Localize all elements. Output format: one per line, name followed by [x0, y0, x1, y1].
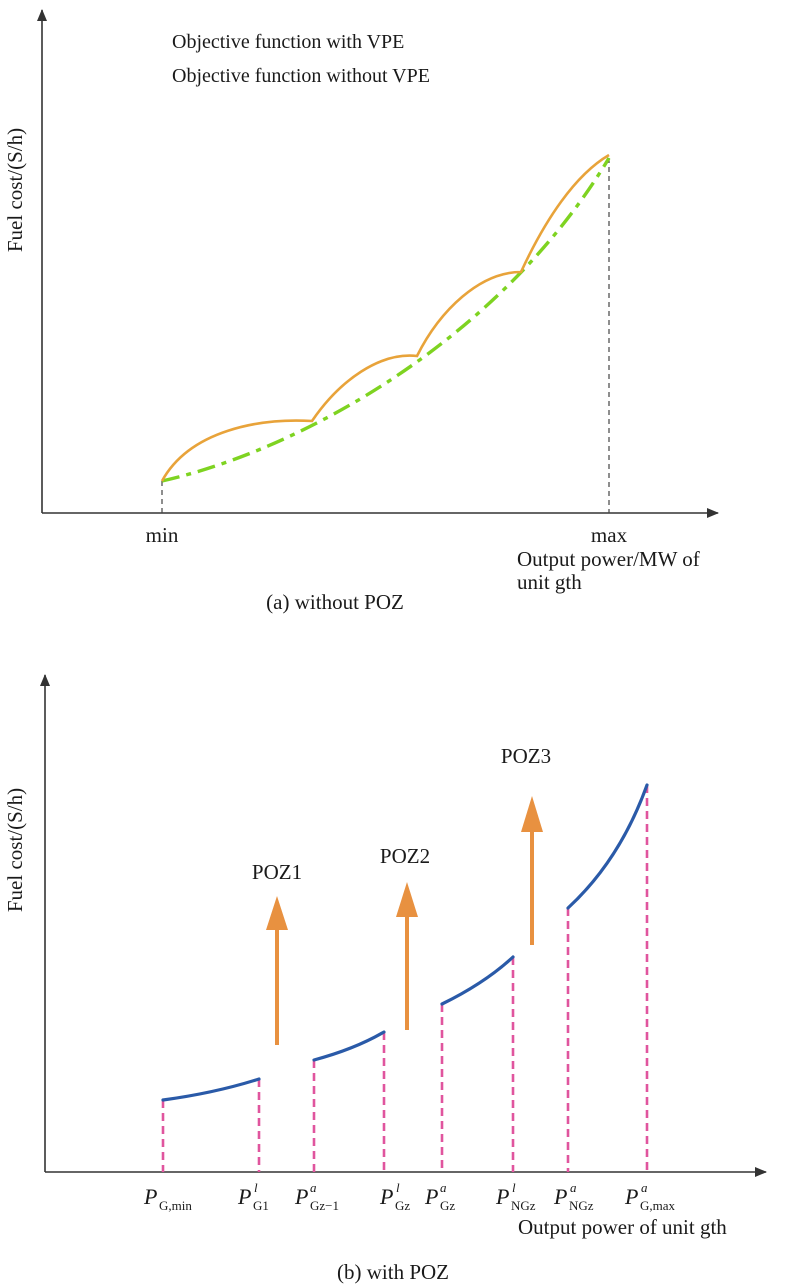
svg-text:a: a [310, 1180, 317, 1195]
tick-p-g1-low: P l G1 [237, 1180, 269, 1213]
svg-text:G,max: G,max [640, 1198, 676, 1213]
svg-text:G,min: G,min [159, 1198, 192, 1213]
cost-segment-1 [161, 1077, 261, 1102]
svg-text:Gz: Gz [395, 1198, 410, 1213]
svg-text:P: P [624, 1184, 638, 1209]
svg-text:P: P [294, 1184, 308, 1209]
svg-text:l: l [512, 1180, 516, 1195]
cost-segment-4 [566, 783, 649, 910]
poz3-label: POZ3 [501, 744, 551, 768]
tick-p-gz-low: P l Gz [379, 1180, 410, 1213]
svg-text:Gz−1: Gz−1 [310, 1198, 339, 1213]
panel-a-xlabel-line2: unit gth [517, 570, 582, 594]
svg-text:P: P [143, 1184, 157, 1209]
svg-text:Gz: Gz [440, 1198, 455, 1213]
tick-p-g-min: P G,min [143, 1184, 192, 1213]
tick-p-gz-1-up: P a Gz−1 [294, 1180, 339, 1213]
svg-text:G1: G1 [253, 1198, 269, 1213]
svg-text:l: l [254, 1180, 258, 1195]
svg-text:P: P [495, 1184, 509, 1209]
svg-text:a: a [570, 1180, 577, 1195]
svg-text:l: l [396, 1180, 400, 1195]
tick-max: max [591, 523, 628, 547]
svg-text:P: P [379, 1184, 393, 1209]
tick-p-ngz-up: P a NGz [553, 1180, 594, 1213]
poz1-label: POZ1 [252, 860, 302, 884]
svg-text:NGz: NGz [511, 1198, 536, 1213]
poz2-label: POZ2 [380, 844, 430, 868]
tick-p-ngz-low: P l NGz [495, 1180, 536, 1213]
cost-segment-2 [312, 1030, 386, 1062]
svg-text:P: P [237, 1184, 251, 1209]
curve-with-vpe [160, 153, 610, 482]
panel-b-caption: (b) with POZ [337, 1260, 449, 1284]
tick-p-gz-up: P a Gz [424, 1180, 455, 1213]
poz2-arrow [396, 882, 418, 1030]
legend-no-vpe: Objective function without VPE [172, 65, 430, 87]
panel-a: Fuel cost/(S/h) Objective function with … [3, 9, 719, 614]
tick-p-g-max: P a G,max [624, 1180, 676, 1213]
panel-b-ylabel: Fuel cost/(S/h) [3, 788, 27, 912]
tick-min: min [146, 523, 179, 547]
svg-text:P: P [553, 1184, 567, 1209]
svg-text:a: a [440, 1180, 447, 1195]
svg-text:P: P [424, 1184, 438, 1209]
poz3-arrow [521, 796, 543, 945]
legend-vpe: Objective function with VPE [172, 31, 404, 53]
poz1-arrow [266, 896, 288, 1045]
panel-a-xlabel-line1: Output power/MW of [517, 547, 700, 571]
panel-b: Fuel cost/(S/h) POZ1 POZ2 POZ3 [3, 674, 767, 1284]
panel-a-ylabel: Fuel cost/(S/h) [3, 128, 27, 252]
panel-b-xlabel: Output power of unit gth [518, 1215, 727, 1239]
svg-text:NGz: NGz [569, 1198, 594, 1213]
curve-without-vpe [161, 157, 611, 483]
cost-segment-3 [440, 955, 515, 1006]
svg-text:a: a [641, 1180, 648, 1195]
panel-a-caption: (a) without POZ [266, 590, 404, 614]
